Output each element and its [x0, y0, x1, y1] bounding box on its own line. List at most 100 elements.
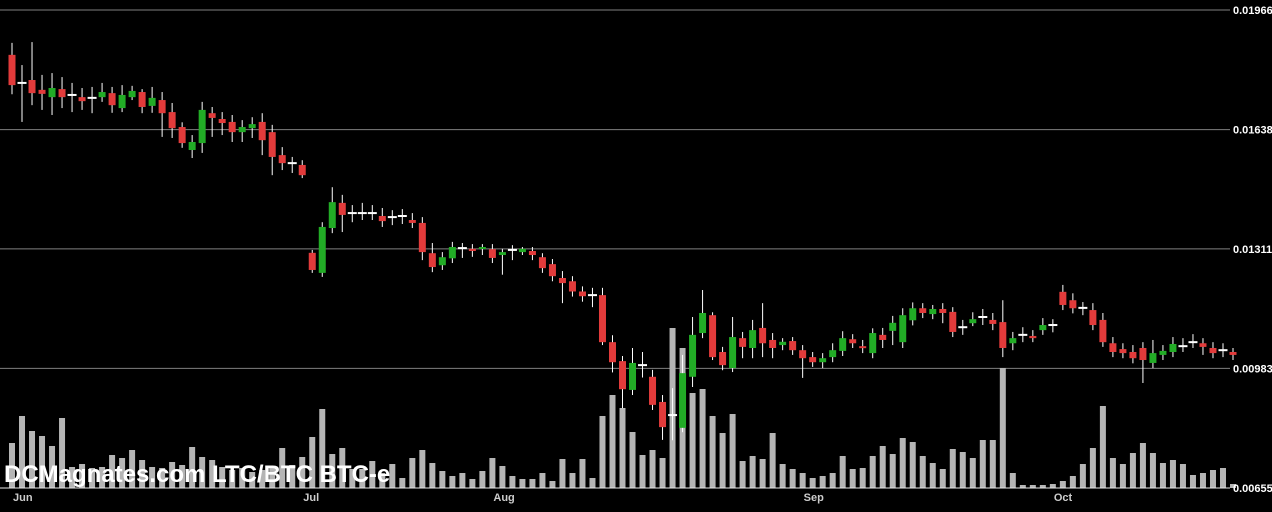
candle-up — [498, 252, 506, 256]
candle-up — [829, 350, 837, 358]
volume-bar — [339, 448, 346, 488]
volume-bar — [159, 468, 166, 488]
volume-bar — [1019, 485, 1026, 488]
volume-bar — [1179, 464, 1186, 488]
candle-down — [989, 319, 997, 324]
candle-down — [1109, 343, 1117, 353]
volume-bar — [419, 450, 426, 488]
candle-down — [649, 376, 657, 405]
candle-down — [108, 93, 116, 106]
candle-up — [248, 124, 256, 129]
volume-bar — [59, 418, 66, 488]
candle-down — [859, 346, 867, 349]
volume-bar — [1099, 406, 1106, 488]
volume-bar — [589, 478, 596, 488]
volume-bar — [219, 467, 226, 488]
candle-up — [438, 257, 446, 266]
volume-bar — [1069, 476, 1076, 488]
volume-bar — [559, 459, 566, 488]
candle-up — [899, 315, 907, 343]
candle-doji — [1018, 333, 1028, 336]
volume-bar — [879, 446, 886, 488]
volume-bar — [1029, 485, 1036, 488]
month-axis-label: Jun — [13, 492, 33, 504]
candle-down — [8, 54, 16, 86]
candle-down — [719, 352, 727, 366]
volume-bar — [889, 454, 896, 488]
candle-up — [118, 94, 126, 109]
volume-bar — [939, 469, 946, 488]
volume-bar — [519, 479, 526, 488]
candle-up — [198, 109, 206, 144]
price-axis-label: 0.00983 — [1233, 363, 1272, 375]
volume-bar — [869, 456, 876, 488]
volume-bar — [1169, 460, 1176, 488]
candle-doji — [457, 247, 467, 250]
candle-down — [789, 341, 797, 351]
volume-bar — [9, 443, 15, 488]
volume-bar — [39, 436, 46, 488]
volume-bar — [999, 368, 1006, 488]
volume-bar — [839, 456, 846, 488]
candle-down — [608, 342, 616, 363]
candle-up — [679, 373, 687, 428]
volume-bar — [529, 479, 536, 488]
volume-bar — [729, 414, 736, 488]
candle-doji — [387, 216, 397, 219]
volume-bar — [909, 442, 916, 488]
volume-bar — [309, 437, 316, 488]
volume-bar — [229, 470, 236, 488]
volume-bar — [809, 478, 816, 488]
volume-bar — [499, 466, 506, 488]
volume-bar — [1230, 484, 1236, 488]
volume-bar — [379, 473, 386, 488]
volume-bar — [749, 456, 756, 488]
price-axis-label: 0.00655 — [1233, 483, 1272, 495]
volume-bar — [1159, 463, 1166, 488]
candle-down — [408, 220, 416, 223]
volume-bar — [759, 459, 766, 488]
candle-up — [188, 141, 196, 151]
candle-up — [869, 333, 877, 354]
volume-bar — [689, 393, 696, 488]
candle-doji — [287, 162, 297, 165]
candle-down — [558, 277, 566, 284]
candle-down — [488, 249, 496, 258]
candle-down — [1119, 349, 1127, 354]
candle-down — [919, 308, 927, 313]
volume-bar — [1119, 464, 1126, 488]
volume-bar — [439, 471, 446, 488]
volume-bar — [699, 389, 706, 488]
volume-bar — [1149, 453, 1156, 488]
volume-bar — [739, 461, 746, 488]
volume-bar — [479, 471, 486, 488]
volume-bar — [609, 395, 616, 488]
volume-bar — [979, 440, 986, 488]
candle-doji — [958, 326, 968, 329]
candle-down — [308, 252, 316, 270]
volume-bar — [789, 469, 796, 488]
volume-bar — [1039, 485, 1046, 488]
candle-down — [168, 112, 176, 129]
candle-doji — [347, 212, 357, 215]
candle-down — [158, 100, 166, 114]
volume-bar — [1089, 448, 1096, 488]
volume-bar — [69, 467, 76, 488]
volume-bar — [299, 457, 306, 488]
candle-up — [448, 246, 456, 259]
volume-bar — [389, 464, 396, 488]
volume-bar — [539, 473, 546, 488]
volume-bar — [239, 468, 246, 488]
volume-bar — [369, 461, 376, 488]
volume-bar — [179, 465, 186, 488]
candle-down — [1129, 352, 1137, 359]
candle-up — [98, 92, 106, 98]
candle-down — [228, 121, 236, 133]
candle-doji — [507, 248, 517, 251]
volume-bar — [779, 464, 786, 488]
candle-up — [1169, 343, 1177, 353]
candle-down — [879, 334, 887, 340]
candle-down — [38, 89, 46, 94]
volume-bar — [49, 446, 56, 488]
volume-bar — [359, 469, 366, 488]
